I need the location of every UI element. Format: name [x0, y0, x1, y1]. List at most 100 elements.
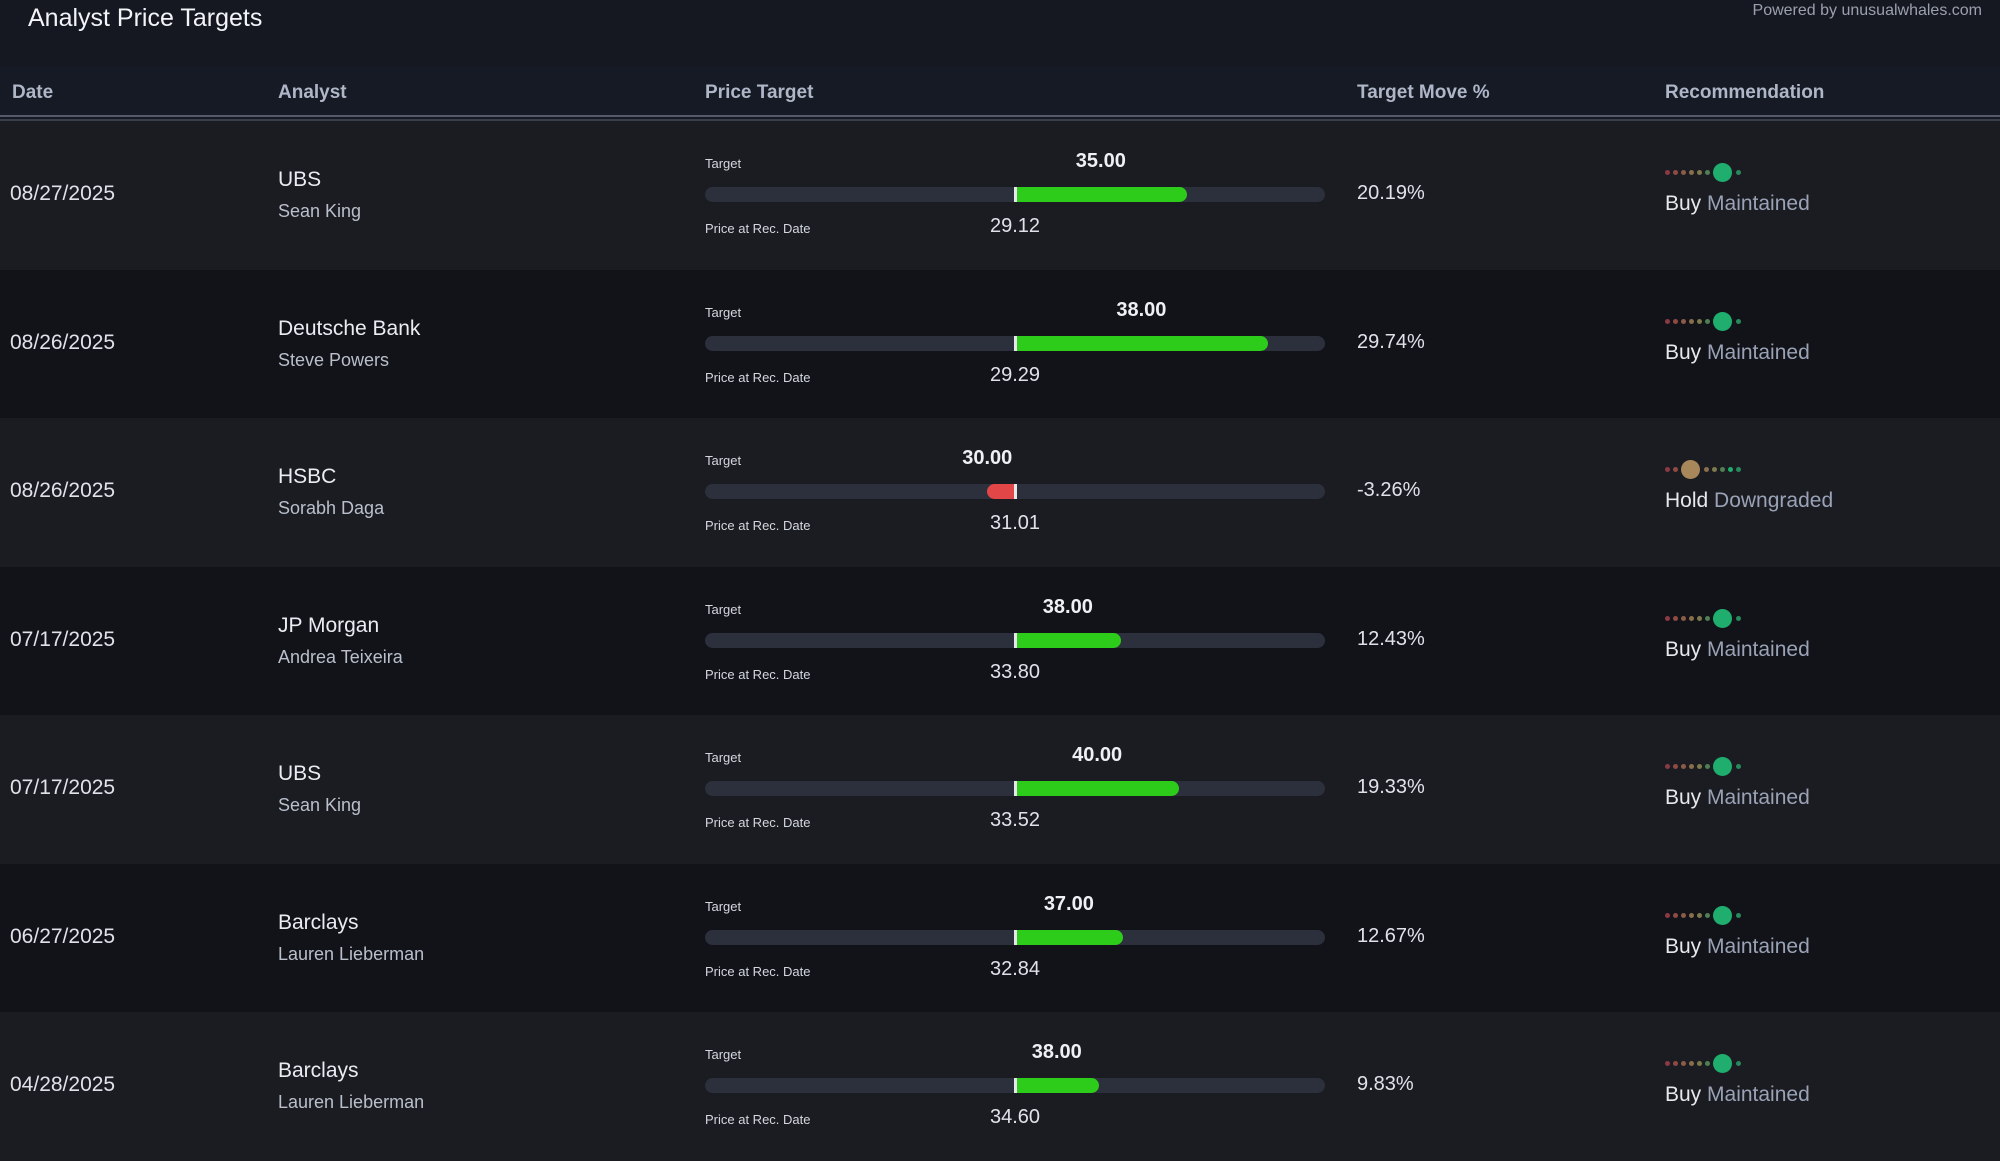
recommendation-cell: Buy Maintained [1665, 192, 1810, 216]
analyst-firm[interactable]: JP Morgan [278, 613, 380, 637]
rating-dot [1720, 467, 1725, 472]
analyst-name[interactable]: Sorabh Daga [278, 498, 385, 518]
recommendation-rating: Buy [1665, 934, 1702, 958]
analyst-firm[interactable]: Deutsche Bank [278, 316, 421, 340]
rating-dot [1705, 912, 1710, 918]
target-label: Target [705, 1047, 742, 1062]
rating-dot [1713, 1054, 1732, 1073]
analyst-firm[interactable]: UBS [278, 168, 322, 191]
target-move-percent: 20.19% [1357, 182, 1425, 204]
price-target-fill [1015, 781, 1180, 796]
table-row[interactable]: 08/26/2025 HSBC Sorabh Daga Target 30.00 Pric… [0, 418, 2000, 567]
column-header-recommendation[interactable]: Recommendation [1665, 82, 1825, 103]
analyst-firm[interactable]: UBS [278, 762, 322, 785]
rating-dot [1736, 615, 1741, 621]
price-target-fill [1015, 187, 1187, 202]
table-row[interactable]: 08/26/2025 Deutsche Bank Steve Powers Targe… [0, 269, 2000, 418]
table-row[interactable]: 07/17/2025 JP Morgan Andrea Teixeira Target… [0, 566, 2000, 715]
rec-price-marker [1014, 1078, 1017, 1093]
target-price: 30.00 [962, 447, 1013, 469]
rating-dot [1736, 1061, 1741, 1066]
recommendation-cell: Buy Maintained [1665, 341, 1810, 365]
price-target-fill [1015, 929, 1123, 945]
rating-dot [1705, 318, 1710, 324]
rating-dot [1673, 615, 1678, 621]
rating-dot [1681, 1061, 1686, 1066]
header-divider-secondary [0, 119, 2000, 121]
rating-scale-indicator [1665, 311, 1785, 331]
rating-scale-indicator [1665, 1053, 1785, 1073]
recommendation-cell: Buy Maintained [1665, 935, 1810, 959]
rating-dot [1697, 912, 1702, 918]
rating-dot [1705, 170, 1710, 175]
rating-dot [1673, 170, 1678, 175]
rating-dot [1697, 170, 1702, 175]
target-move-percent: -3.26% [1357, 479, 1421, 501]
column-header-analyst[interactable]: Analyst [278, 82, 347, 103]
rating-dot [1673, 467, 1678, 472]
column-header-price-target[interactable]: Price Target [705, 82, 814, 103]
rating-dot [1713, 757, 1732, 776]
rating-dot [1665, 170, 1670, 175]
date-cell: 08/26/2025 [10, 330, 116, 354]
analyst-name[interactable]: Steve Powers [278, 349, 390, 370]
date-cell: 07/17/2025 [10, 776, 116, 799]
target-price: 38.00 [1116, 298, 1167, 321]
rating-dot [1665, 318, 1670, 324]
powered-by-link[interactable]: Powered by unusualwhales.com [1752, 2, 1982, 19]
rating-dot [1736, 467, 1741, 472]
target-price: 38.00 [1031, 1041, 1082, 1063]
target-move-percent: 12.67% [1357, 924, 1425, 947]
table-header: Date Analyst Price Target Target Move % … [0, 66, 2000, 118]
rating-dot [1728, 467, 1733, 472]
recommendation-rating: Buy [1665, 786, 1702, 809]
recommendation-cell: Buy Maintained [1665, 786, 1810, 810]
rating-dot [1736, 912, 1741, 918]
analyst-name[interactable]: Lauren Lieberman [278, 943, 425, 964]
price-at-rec-label: Price at Rec. Date [705, 666, 811, 682]
recommendation-action: Maintained [1707, 1083, 1810, 1106]
analyst-firm[interactable]: HSBC [278, 465, 337, 488]
rec-price-marker [1014, 335, 1017, 351]
price-at-rec-value: 34.60 [989, 1106, 1041, 1128]
analyst-name[interactable]: Sean King [278, 201, 362, 221]
target-move-percent: 12.43% [1357, 627, 1425, 650]
target-label: Target [705, 898, 742, 914]
price-at-rec-value: 31.01 [989, 512, 1041, 534]
recommendation-rating: Buy [1665, 340, 1702, 364]
table-body: 08/27/2025 UBS Sean King Target 35.00 Price a… [0, 121, 2000, 1161]
target-label: Target [705, 453, 742, 468]
recommendation-cell: Buy Maintained [1665, 638, 1810, 662]
table-row[interactable]: 06/27/2025 Barclays Lauren Lieberman Target… [0, 863, 2000, 1012]
price-target-fill [1015, 335, 1268, 351]
rating-dot [1713, 311, 1732, 331]
rating-dot [1697, 615, 1702, 621]
table-row[interactable]: 08/27/2025 UBS Sean King Target 35.00 Price a… [0, 121, 2000, 270]
target-move-percent: 9.83% [1357, 1073, 1414, 1095]
analyst-firm[interactable]: Barclays [278, 1059, 359, 1082]
date-cell: 07/17/2025 [10, 627, 116, 651]
rating-scale-indicator [1665, 608, 1785, 628]
analyst-firm[interactable]: Barclays [278, 910, 359, 934]
column-header-target-move[interactable]: Target Move % [1357, 82, 1490, 103]
table-row[interactable]: 07/17/2025 UBS Sean King Target 40.00 Price a… [0, 715, 2000, 864]
analyst-name[interactable]: Sean King [278, 795, 362, 815]
analyst-name[interactable]: Andrea Teixeira [278, 646, 403, 667]
rec-price-marker [1014, 929, 1017, 945]
rating-dot [1673, 318, 1678, 324]
recommendation-action: Maintained [1707, 192, 1810, 215]
rating-dot [1705, 1061, 1710, 1066]
column-header-date[interactable]: Date [12, 82, 54, 103]
rating-dot [1665, 467, 1670, 472]
price-at-rec-label: Price at Rec. Date [705, 1112, 811, 1127]
rating-dot [1665, 615, 1670, 621]
rating-dot [1736, 318, 1741, 324]
recommendation-action: Maintained [1707, 637, 1810, 661]
analyst-name[interactable]: Lauren Lieberman [278, 1092, 425, 1112]
recommendation-action: Maintained [1707, 786, 1810, 809]
target-price: 37.00 [1043, 892, 1094, 915]
rating-dot [1665, 912, 1670, 918]
table-row[interactable]: 04/28/2025 Barclays Lauren Lieberman Target… [0, 1012, 2000, 1161]
rating-dot [1736, 170, 1741, 175]
page-title: Analyst Price Targets [28, 4, 263, 32]
